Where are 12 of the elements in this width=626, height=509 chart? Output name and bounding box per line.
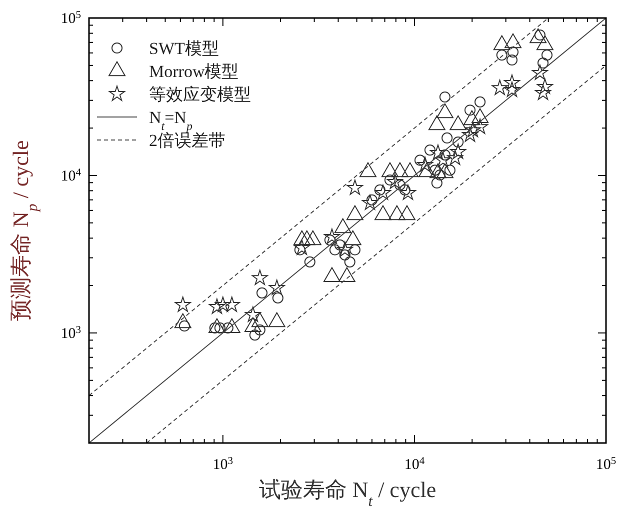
x-tick-label: 10$^{3}$ [212,456,234,473]
legend-label: Morrow模型 [149,62,239,81]
x-tick-label: 10$^{5}$ [596,456,616,473]
x-axis-title: 试验寿命 N$_{t}$ / cycle [258,477,436,509]
legend-label: SWT模型 [149,39,219,58]
legend-label: 2倍误差带 [149,131,226,150]
y-tick-label: 10$^{5}$ [60,10,81,27]
x-tick-label: 10$^{4}$ [404,456,426,473]
legend-label: 等效应变模型 [149,85,251,104]
legend-label: N$_{t}$=N$_{p}$ [149,108,192,133]
y-tick-label: 10$^{4}$ [60,166,82,184]
y-tick-label: 10$^{3}$ [60,324,81,342]
